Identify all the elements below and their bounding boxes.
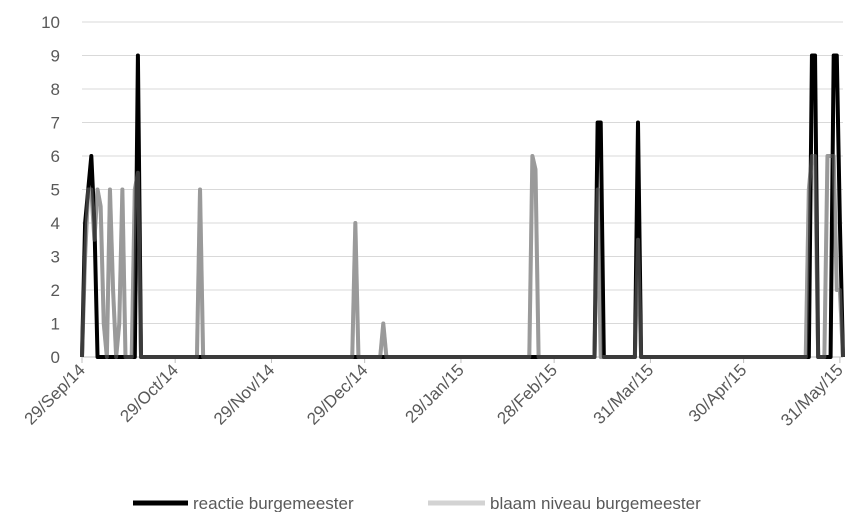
y-tick-label: 7 (51, 114, 60, 133)
legend: reactie burgemeester blaam niveau burgem… (133, 494, 701, 512)
y-tick-label: 9 (51, 47, 60, 66)
x-tick-label: 29/Sep/14 (21, 360, 89, 428)
x-axis: 29/Sep/14 29/Oct/14 29/Nov/14 29/Dec/14 29/J… (21, 356, 847, 430)
y-tick-label: 0 (51, 348, 60, 367)
y-tick-label: 1 (51, 315, 60, 334)
gridlines (82, 21, 843, 358)
y-tick-label: 4 (51, 214, 60, 233)
legend-label-reactie: reactie burgemeester (193, 494, 354, 512)
x-tick-label: 29/Dec/14 (303, 360, 371, 428)
series-overlap (80, 154, 845, 359)
x-tick-label: 29/Jan/15 (402, 360, 468, 426)
series-lines (80, 53, 845, 359)
y-tick-label: 8 (51, 80, 60, 99)
y-tick-label: 5 (51, 181, 60, 200)
x-tick-label: 28/Feb/15 (493, 360, 561, 428)
y-tick-label: 3 (51, 248, 60, 267)
x-tick-label: 29/Nov/14 (210, 360, 278, 428)
x-tick-label: 31/Mar/15 (590, 360, 658, 428)
legend-label-blaam: blaam niveau burgemeester (490, 494, 701, 512)
y-tick-label: 10 (41, 13, 60, 32)
y-tick-label: 2 (51, 281, 60, 300)
y-tick-label: 6 (51, 147, 60, 166)
x-tick-label: 29/Oct/14 (116, 360, 182, 426)
x-tick-label: 30/Apr/15 (685, 360, 751, 426)
y-axis: 0 1 2 3 4 5 6 7 8 9 10 (41, 13, 60, 367)
x-tick-label: 31/May/15 (777, 360, 847, 430)
